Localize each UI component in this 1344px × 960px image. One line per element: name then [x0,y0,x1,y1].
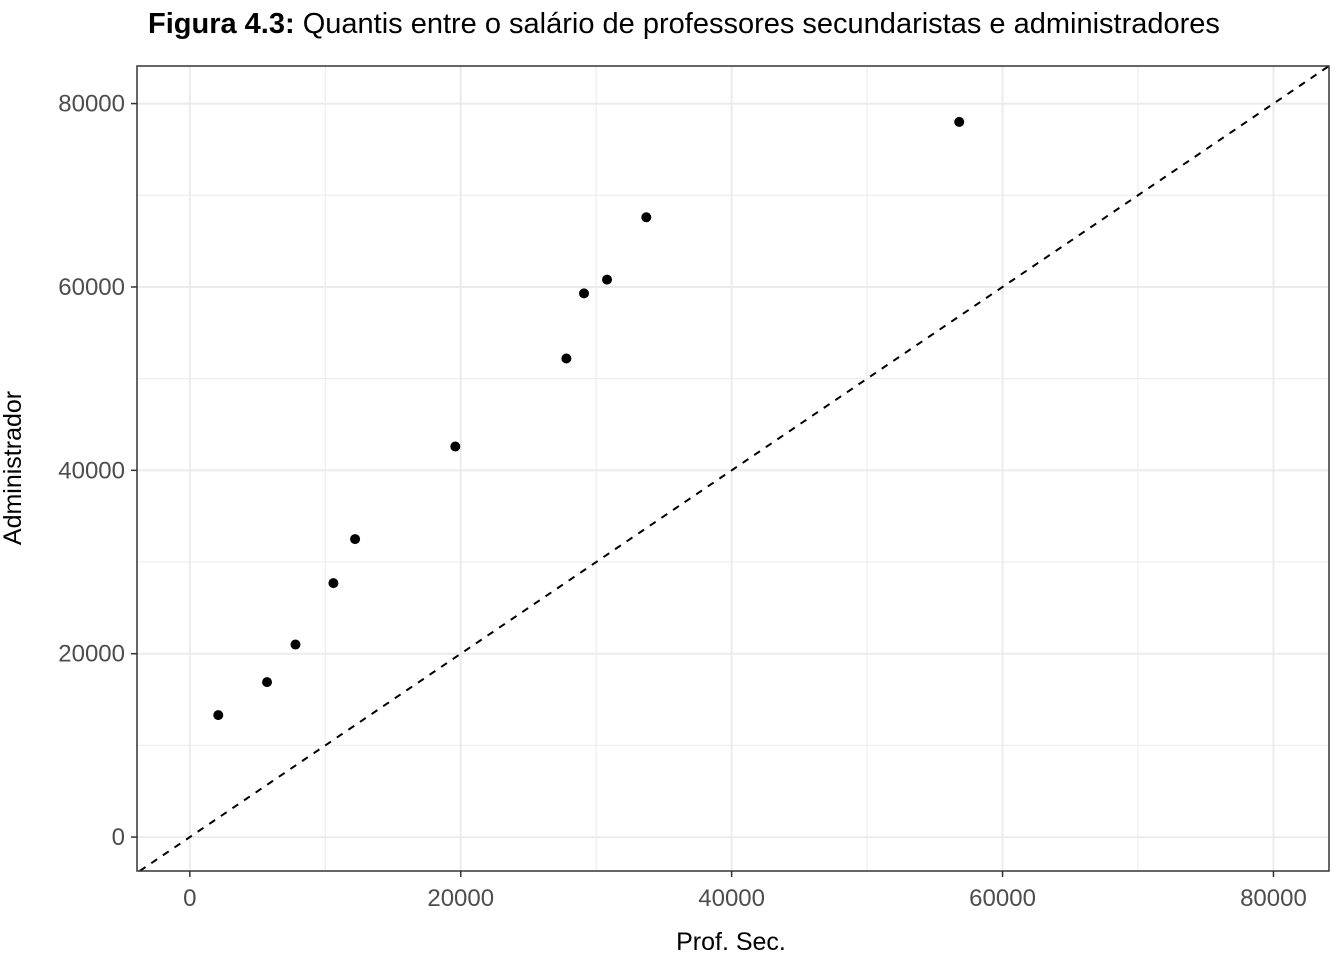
grid-major [137,66,1329,871]
y-tick-label: 60000 [58,274,125,301]
x-tick-label: 80000 [1240,885,1307,912]
x-axis-title: Prof. Sec. [676,928,786,956]
y-tick-label: 80000 [58,91,125,118]
y-axis-title: Administrador [0,391,27,545]
identity-reference-line [139,65,1330,872]
points-layer [213,116,965,721]
x-tick-label: 60000 [969,885,1036,912]
data-point [641,212,652,223]
panel-border [136,65,1330,872]
data-point [602,274,613,285]
chart-title-prefix: Figura 4.3: [148,8,295,40]
data-point [954,116,965,127]
data-point [328,578,339,589]
y-axis-ticks: 0 20000 40000 60000 80000 [58,91,137,851]
data-point [561,353,572,364]
x-tick-label: 0 [183,885,196,912]
data-point [579,288,589,299]
chart-title: Figura 4.3: Quantis entre o salário de p… [148,8,1220,40]
x-tick-label: 20000 [427,885,494,912]
y-tick-label: 20000 [58,641,125,668]
data-point [450,441,461,452]
data-point [262,677,273,688]
data-point [350,534,361,545]
x-tick-label: 40000 [698,885,765,912]
chart-title-text: Quantis entre o salário de professores s… [295,8,1220,40]
data-point [213,710,224,721]
reference-line-layer [139,65,1330,872]
grid-minor [137,66,1329,871]
data-point [290,639,301,650]
y-tick-label: 0 [112,824,125,851]
x-axis-ticks: 0 20000 40000 60000 80000 [183,871,1307,912]
y-tick-label: 40000 [58,457,125,484]
